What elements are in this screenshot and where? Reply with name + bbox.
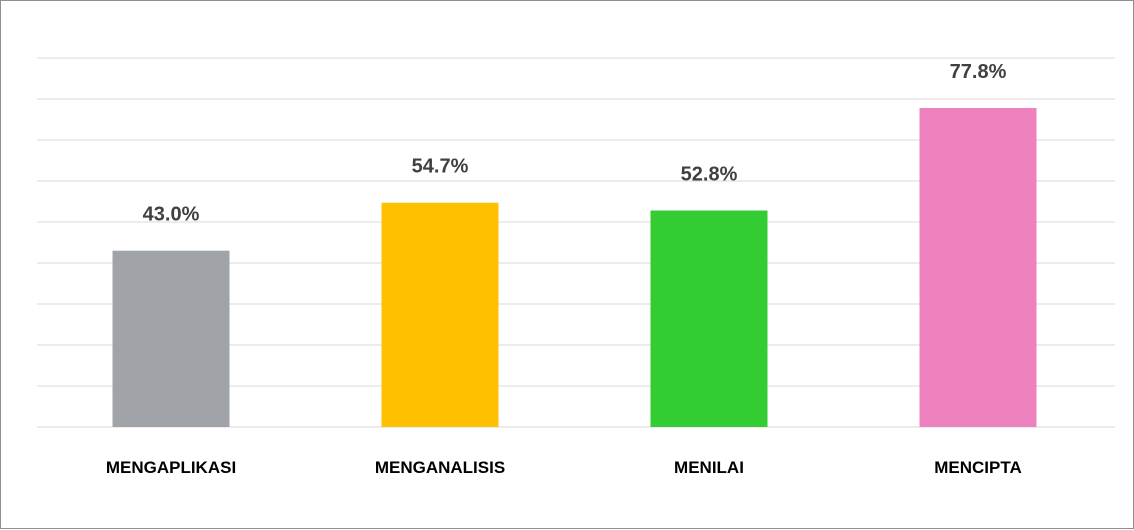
value-label-mengaplikasi: 43.0% — [143, 204, 200, 226]
bar-menilai — [650, 210, 768, 427]
value-label-mencipta: 77.8% — [950, 61, 1007, 83]
bars — [112, 108, 1037, 428]
category-label-mengaplikasi: MENGAPLIKASI — [106, 458, 236, 477]
value-labels: 43.0% 54.7% 52.8% 77.8% — [143, 61, 1007, 226]
bar-mencipta — [919, 108, 1037, 428]
value-label-menilai: 52.8% — [681, 164, 738, 186]
bar-mengaplikasi — [112, 250, 230, 427]
category-label-menganalisis: MENGANALISIS — [375, 458, 505, 477]
category-label-menilai: MENILAI — [674, 458, 744, 477]
value-label-menganalisis: 54.7% — [412, 156, 469, 178]
category-label-mencipta: MENCIPTA — [934, 458, 1022, 477]
category-labels: MENGAPLIKASI MENGANALISIS MENILAI MENCIPTA — [106, 458, 1022, 477]
bar-menganalisis — [381, 202, 499, 427]
